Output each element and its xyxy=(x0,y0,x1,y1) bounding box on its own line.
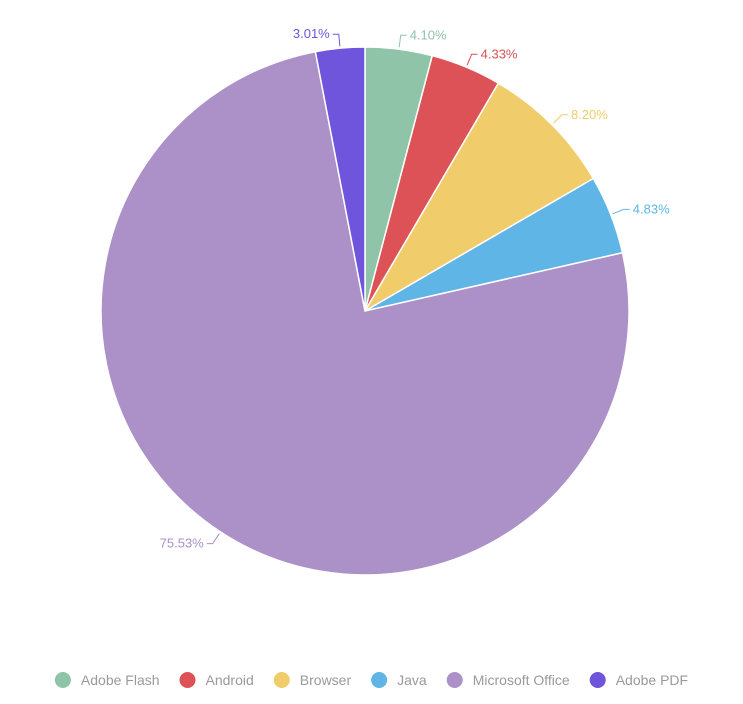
leader-line-adobe-flash xyxy=(398,34,407,48)
leader-line-microsoft-office xyxy=(206,533,220,545)
label-leader-lines xyxy=(206,33,630,545)
legend-label-browser: Browser xyxy=(300,672,352,688)
data-label-adobe-pdf: 3.01% xyxy=(293,26,330,41)
legend-label-adobe-pdf: Adobe PDF xyxy=(616,672,688,688)
legend-item-java[interactable]: Java xyxy=(371,672,427,688)
leader-line-adobe-pdf xyxy=(332,33,341,47)
pie-slice-browser[interactable] xyxy=(362,82,595,314)
legend-marker-adobe-pdf xyxy=(589,672,606,688)
legend-marker-microsoft-office xyxy=(446,672,463,688)
legend-item-android[interactable]: Android xyxy=(179,672,254,688)
legend-item-microsoft-office[interactable]: Microsoft Office xyxy=(446,672,570,688)
data-label-browser: 8.20% xyxy=(571,107,608,122)
leader-line-browser xyxy=(553,114,568,124)
data-label-android: 4.33% xyxy=(481,46,518,61)
legend-label-java: Java xyxy=(397,672,427,688)
legend-marker-adobe-flash xyxy=(54,672,71,688)
data-labels: 4.10% 4.33% 8.20% 4.83% 75.53% 3.01% xyxy=(160,26,670,550)
legend: Adobe Flash Android Browser Java Microsoft O… xyxy=(54,672,688,688)
legend-label-android: Android xyxy=(206,672,254,688)
legend-marker-browser xyxy=(273,672,290,688)
legend-item-browser[interactable]: Browser xyxy=(273,672,352,688)
legend-label-microsoft-office: Microsoft Office xyxy=(473,672,570,688)
data-label-java: 4.83% xyxy=(633,201,670,216)
data-label-microsoft-office: 75.53% xyxy=(160,536,205,551)
pie-slice-adobe-pdf[interactable] xyxy=(314,46,366,312)
legend-item-adobe-flash[interactable]: Adobe Flash xyxy=(54,672,160,688)
legend-item-adobe-pdf[interactable]: Adobe PDF xyxy=(589,672,688,688)
pie-slice-microsoft-office[interactable] xyxy=(100,50,630,576)
legend-label-adobe-flash: Adobe Flash xyxy=(81,672,160,688)
data-label-adobe-flash: 4.10% xyxy=(410,27,447,42)
leader-line-android xyxy=(466,53,478,66)
pie-slices xyxy=(100,46,630,576)
legend-marker-android xyxy=(179,672,196,688)
legend-marker-java xyxy=(371,672,388,688)
leader-line-java xyxy=(612,208,630,215)
